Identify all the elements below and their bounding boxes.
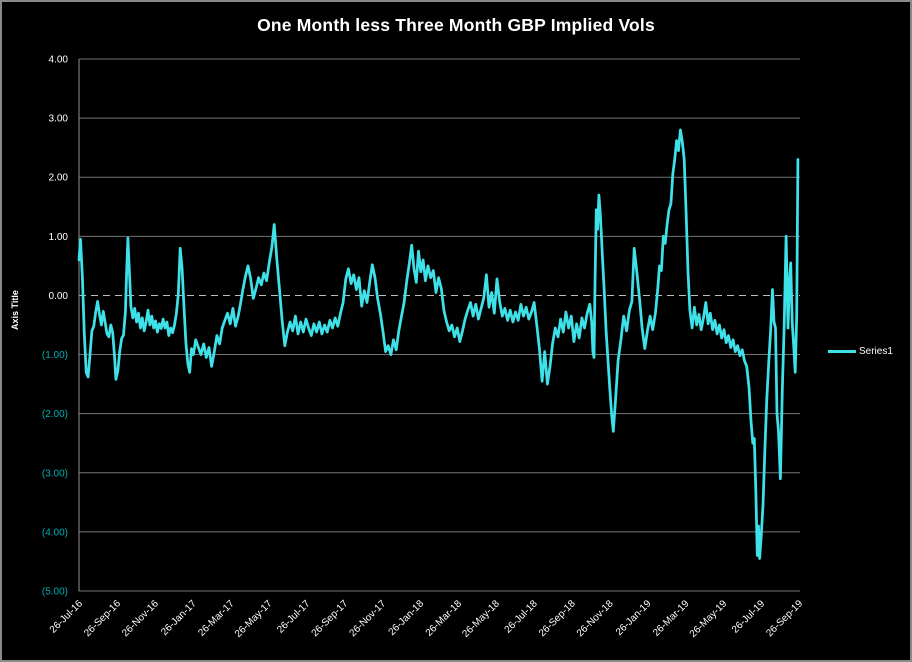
- x-tick-label: 26-Jul-18: [503, 598, 541, 636]
- x-tick-label: 26-May-17: [233, 598, 275, 640]
- x-tick-label: 26-Sep-17: [310, 598, 351, 639]
- x-tick-label: 26-May-19: [688, 598, 730, 640]
- y-tick-label: 0.00: [49, 291, 69, 302]
- x-tick-label: 26-Sep-19: [764, 598, 805, 639]
- legend-series-label: Series1: [859, 346, 893, 357]
- y-tick-label: (5.00): [42, 587, 68, 598]
- x-tick-label: 26-Jul-19: [730, 598, 768, 636]
- chart-title: One Month less Three Month GBP Implied V…: [257, 15, 655, 35]
- y-tick-label: 2.00: [49, 173, 69, 184]
- y-tick-label: 3.00: [49, 114, 69, 125]
- x-tick-label: 26-Mar-18: [424, 598, 465, 639]
- x-tick-label: 26-Sep-18: [537, 598, 578, 639]
- y-tick-label: (3.00): [42, 468, 68, 479]
- legend-line-swatch: [828, 350, 856, 353]
- y-tick-label: (2.00): [42, 409, 68, 420]
- y-tick-label: 4.00: [49, 55, 69, 66]
- x-tick-label: 26-Jan-18: [387, 598, 427, 638]
- x-tick-label: 26-Nov-17: [347, 598, 388, 639]
- x-tick-label: 26-Nov-18: [575, 598, 616, 639]
- x-tick-label: 26-Jul-17: [275, 598, 313, 636]
- y-tick-label: (1.00): [42, 350, 68, 361]
- y-tick-label: (4.00): [42, 527, 68, 538]
- x-tick-label: 26-Mar-17: [196, 598, 237, 639]
- x-tick-label: 26-Sep-16: [82, 598, 123, 639]
- x-tick-label: 26-Jan-19: [614, 598, 654, 638]
- series-line: [77, 128, 800, 560]
- x-tick-label: 26-Mar-19: [651, 598, 692, 639]
- legend[interactable]: Series1: [828, 346, 893, 357]
- x-tick-label: 26-May-18: [460, 598, 502, 640]
- x-tick-label: 26-Jan-17: [159, 598, 199, 638]
- y-tick-label: 1.00: [49, 232, 69, 243]
- x-tick-label: 26-Nov-16: [120, 598, 161, 639]
- x-tick-label: 26-Jul-16: [48, 598, 86, 636]
